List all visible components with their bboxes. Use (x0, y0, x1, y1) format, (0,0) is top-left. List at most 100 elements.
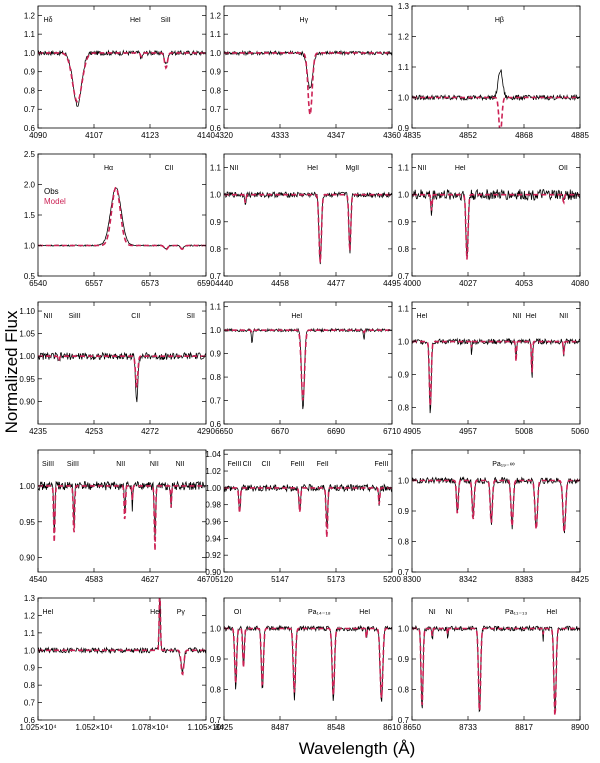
y-tick-label: 1.1 (24, 629, 36, 638)
y-tick-label: 0.7 (398, 272, 410, 281)
y-tick-label: 0.9 (398, 371, 410, 380)
y-tick-label: 1.1 (398, 63, 410, 72)
y-tick-label: 0.8 (24, 681, 36, 690)
y-tick-label: 1.1 (210, 164, 222, 173)
line-id-label: HeI (150, 609, 161, 616)
x-tick-label: 4253 (85, 427, 103, 436)
observed-spectrum (38, 598, 206, 673)
line-id-label: Pγ (177, 609, 186, 616)
line-id-label: OII (559, 165, 568, 172)
panel-frame (223, 5, 393, 129)
x-tick-label: 4458 (271, 279, 289, 288)
x-tick-label: 4235 (29, 427, 47, 436)
model-spectrum (412, 479, 580, 532)
line-id-label: HeI (455, 165, 466, 172)
line-id-label: NII (44, 313, 53, 320)
y-tick-label: 1.1 (398, 305, 410, 314)
panel-frame (37, 301, 207, 425)
y-tick-label: 0.7 (210, 716, 222, 725)
observed-spectrum (224, 624, 392, 702)
line-id-label: HeI (359, 609, 370, 616)
y-tick-label: 1.2 (398, 33, 410, 42)
x-tick-label: 4360 (383, 131, 401, 140)
x-tick-label: 4957 (459, 427, 477, 436)
spectrum-panel: 4320 4333 4347 4360 0.6 0.7 0.8 0.9 1.0 1.1 1.2 Hγ (210, 5, 401, 140)
y-tick-label: 0.95 (19, 518, 35, 527)
x-tick-label: 4320 (215, 131, 233, 140)
line-id-label: SiIII (42, 461, 54, 468)
model-spectrum (38, 598, 206, 676)
line-id-label: SiIII (69, 313, 81, 320)
x-tick-label: 8548 (327, 723, 345, 732)
y-tick-label: 0.90 (205, 568, 221, 577)
panel-frame (37, 5, 207, 129)
spectrum-panel: 8425 8487 8548 8610 0.7 0.8 0.9 1.0 OI Pa₁₄₋₁₈ HeI (210, 597, 401, 732)
x-tick-label: 4000 (403, 279, 421, 288)
line-id-label: HeI (526, 313, 537, 320)
y-tick-label: 0.96 (205, 518, 221, 527)
model-spectrum (412, 340, 580, 406)
y-tick-label: 0.9 (398, 218, 410, 227)
x-tick-label: 8733 (459, 723, 477, 732)
y-tick-label: 0.6 (210, 420, 222, 429)
line-id-label: HeI (307, 165, 318, 172)
x-tick-label: 4333 (271, 131, 289, 140)
x-tick-label: 5008 (515, 427, 533, 436)
x-tick-label: 4347 (327, 131, 345, 140)
x-tick-label: 6670 (271, 427, 289, 436)
spectrum-panel: 8650 8733 8817 8900 0.7 0.8 0.9 1.0 NI NI Pa₁₁₋₁₃ H… (398, 597, 589, 732)
y-tick-label: 0.94 (205, 534, 221, 543)
y-tick-label: 1.0 (210, 191, 222, 200)
x-tick-label: 4835 (403, 131, 421, 140)
y-tick-label: 0.98 (205, 501, 221, 510)
line-id-label: HeI (291, 313, 302, 320)
y-tick-label: 0.90 (19, 397, 35, 406)
line-id-label: HeI (417, 313, 428, 320)
y-tick-label: 0.9 (398, 124, 410, 133)
y-tick-label: 1.0 (398, 625, 410, 634)
y-tick-label: 0.9 (24, 664, 36, 673)
y-tick-label: 1.00 (19, 482, 35, 491)
y-tick-label: 0.6 (210, 124, 222, 133)
y-tick-label: 1.1 (24, 30, 36, 39)
panel-frame (37, 449, 207, 573)
x-tick-label: 4107 (85, 131, 103, 140)
x-tick-label: 8487 (271, 723, 289, 732)
y-tick-label: 0.8 (398, 686, 410, 695)
y-tick-label: 0.9 (210, 655, 222, 664)
x-tick-label: 4583 (85, 575, 103, 584)
x-tick-label: 8425 (571, 575, 589, 584)
line-id-label: Hβ (495, 17, 504, 24)
y-tick-label: 1.0 (24, 49, 36, 58)
y-tick-label: 1.2 (24, 11, 36, 20)
model-spectrum (224, 193, 392, 263)
x-tick-label: 8610 (383, 723, 401, 732)
line-id-label: HeI (130, 17, 141, 24)
spectrum-panel: 5120 5147 5173 5200 0.90 0.92 0.94 0.96 0.98 1.00… (205, 449, 401, 584)
model-spectrum (224, 487, 392, 538)
y-tick-label: 0.9 (210, 218, 222, 227)
line-id-label: CII (262, 461, 271, 468)
line-id-label: FeII (317, 461, 329, 468)
y-tick-label: 0.7 (398, 716, 410, 725)
panel-frame (223, 301, 393, 425)
y-tick-label: 0.7 (210, 272, 222, 281)
line-id-label: SiIII (67, 461, 79, 468)
y-tick-label: 1.0 (24, 242, 36, 251)
x-tick-label: 4080 (571, 279, 589, 288)
line-id-label: NII (116, 461, 125, 468)
line-id-label: Pa₁₁₋₁₃ (505, 609, 527, 616)
line-id-label: Hδ (44, 17, 53, 24)
line-id-label: Hα (104, 165, 113, 172)
x-tick-label: 5200 (383, 575, 401, 584)
spectrum-panel: 4905 4957 5008 5060 0.8 0.9 1.0 1.1 HeI NII HeI NII (398, 301, 589, 436)
y-tick-label: 1.0 (210, 49, 222, 58)
model-spectrum (38, 52, 206, 103)
x-tick-label: 1.025×10⁴ (19, 723, 57, 732)
line-id-label: Pa₁₄₋₁₈ (308, 609, 331, 616)
spectrum-panel: 6540 6557 6573 6590 0.5 1.0 1.5 2.0 2.5 Hα CII ObsM… (24, 150, 216, 288)
y-tick-label: 1.0 (398, 338, 410, 347)
model-spectrum (38, 355, 206, 388)
observed-spectrum (412, 476, 580, 534)
y-tick-label: 0.8 (398, 245, 410, 254)
